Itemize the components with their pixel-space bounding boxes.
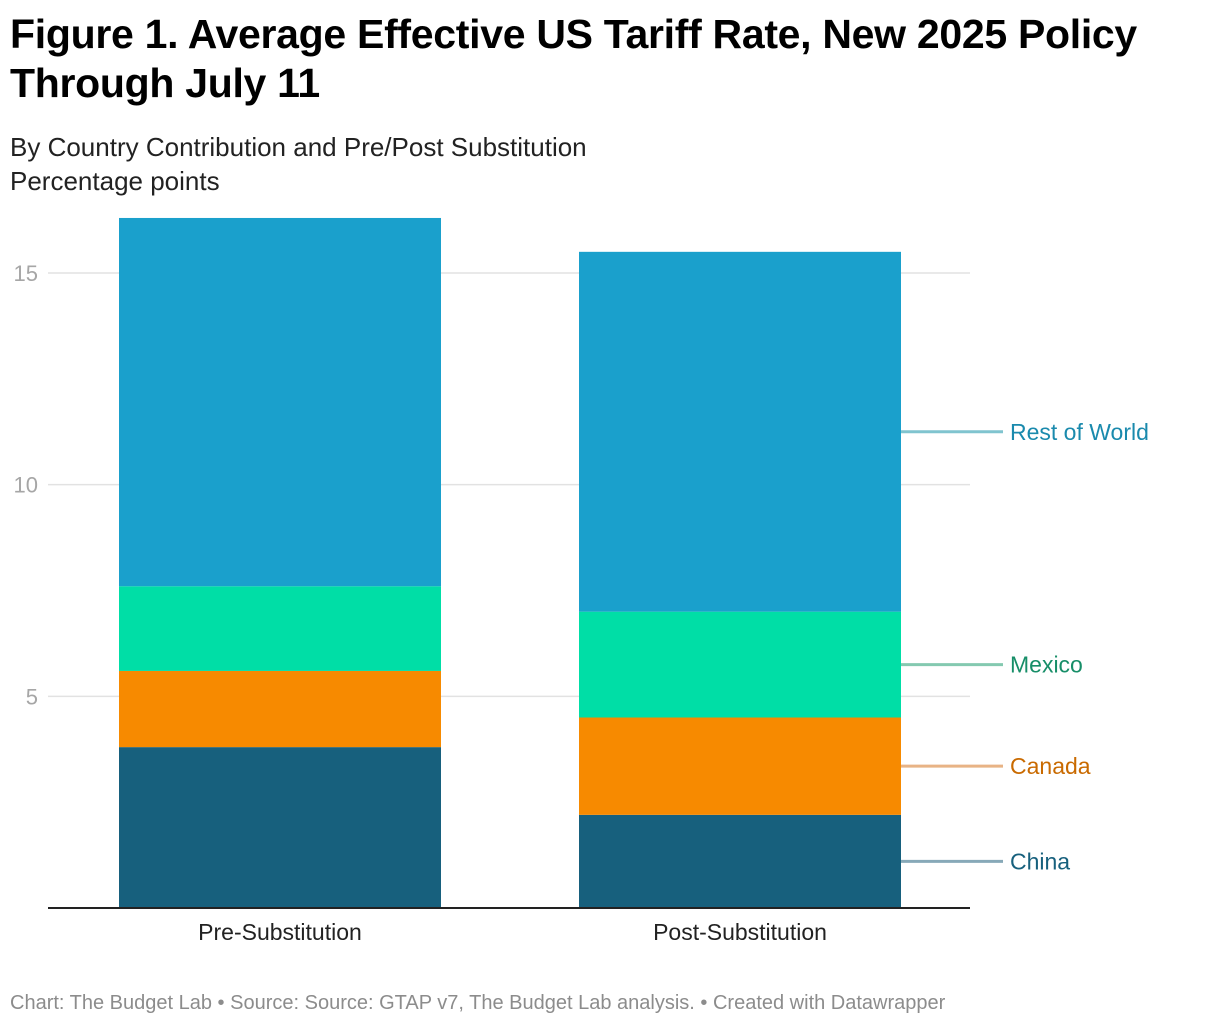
bar-segment-china [579,814,901,908]
bar-segment-mexico [119,586,441,671]
bar-segment-mexico [579,611,901,718]
subtitle-line-1: By Country Contribution and Pre/Post Sub… [10,132,587,162]
y-tick-label: 15 [14,261,38,286]
chart-footer: Chart: The Budget Lab • Source: Source: … [10,992,945,1015]
series-label: Canada [1010,753,1091,779]
chart-credit: Chart: The Budget Lab [10,992,212,1014]
bar-segment-china [119,747,441,908]
chart-source: Source: Source: GTAP v7, The Budget Lab … [230,992,695,1014]
series-labels: China Canada Mexico Rest of World [901,419,1149,874]
chart-tool-credit: Created with Datawrapper [712,992,946,1014]
x-tick-label: Pre-Substitution [198,919,362,945]
footer-separator-2: • [694,992,713,1014]
series-label: Mexico [1010,652,1083,678]
series-label: China [1010,848,1070,874]
bar-segment-rest-of-world [119,217,441,587]
axes: 5 10 15 Pre-Substitution Post-Substitution [14,261,970,945]
bar-segment-canada [119,670,441,748]
stacked-bar-chart: 5 10 15 Pre-Substitution Post-Substitution C… [14,217,1149,945]
bar-segment-canada [579,717,901,815]
series-label: Rest of World [1010,419,1149,445]
subtitle-line-2: Percentage points [10,166,220,196]
y-tick-label: 10 [14,473,38,498]
bar-segment-rest-of-world [579,251,901,612]
footer-separator-1: • [212,992,231,1014]
x-tick-label: Post-Substitution [653,919,827,945]
bars [119,217,901,908]
chart-subtitle: By Country Contribution and Pre/Post Sub… [10,130,587,198]
chart-title: Figure 1. Average Effective US Tariff Ra… [10,11,1137,106]
y-tick-label: 5 [26,684,38,709]
